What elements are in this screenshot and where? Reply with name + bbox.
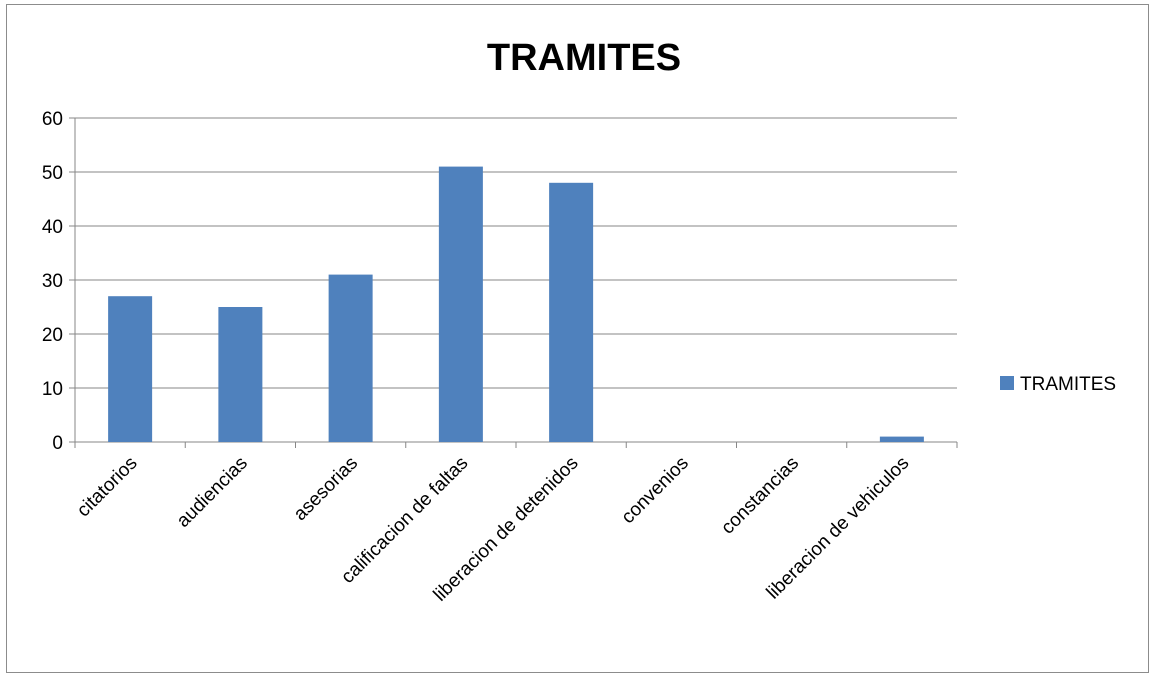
bar-citatorios [108,296,153,442]
y-tick-label: 30 [42,271,63,292]
y-tick-label: 0 [52,433,63,454]
x-category-label: constancias [717,453,803,539]
x-category-label: asesorias [290,453,362,525]
x-category-label: convenios [618,453,693,528]
chart-title: TRAMITES [487,37,681,79]
bar-audiencias [218,307,263,442]
x-category-label: citatorios [73,453,142,522]
bar-calificacion-de-faltas [438,166,483,442]
y-tick-label: 10 [42,379,63,400]
bar-liberacion-de-vehiculos [879,436,924,442]
bars [108,166,924,443]
axes [69,117,958,448]
legend-label: TRAMITES [1020,374,1116,395]
legend: TRAMITES [1000,374,1116,395]
bar-asesorias [328,274,373,442]
bar-liberacion-de-detenidos [549,182,594,443]
y-tick-label: 20 [42,325,63,346]
y-tick-label: 40 [42,217,63,238]
x-category-label: audiencias [173,453,252,532]
gridlines [75,117,957,389]
y-tick-label: 60 [42,109,63,130]
x-category-labels: citatorios audiencias asesoriascalificacio… [73,453,913,606]
y-tick-label: 50 [42,163,63,184]
legend-swatch [1000,376,1014,390]
y-tick-labels: 0 10 20 30 40 50 60 [42,109,63,454]
